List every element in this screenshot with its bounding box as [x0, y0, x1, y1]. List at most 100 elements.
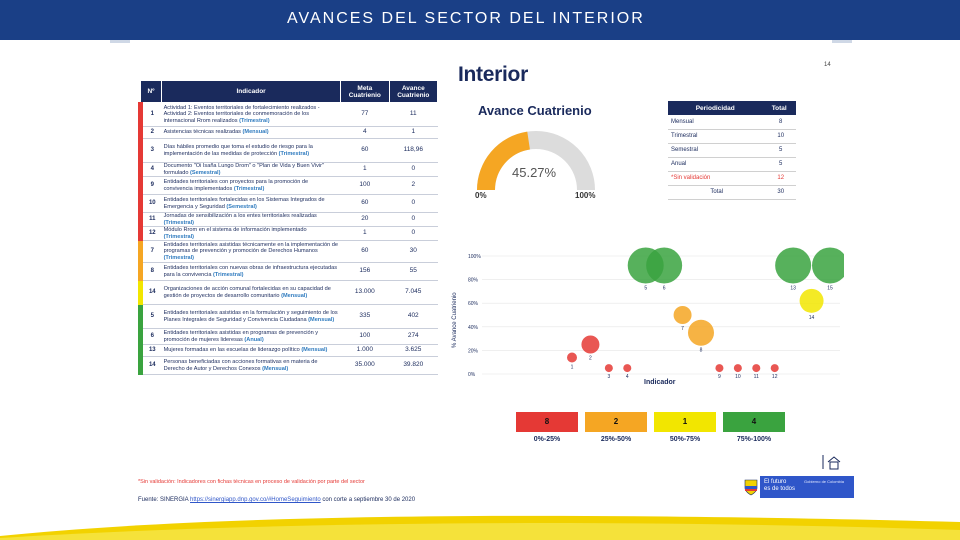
indicator-cell: Asistencias técnicas realizadas (Mensual…	[161, 126, 341, 139]
home-icon[interactable]	[822, 454, 842, 470]
bubble-point	[623, 364, 632, 373]
source-link[interactable]: https://sinergiapp.dnp.gov.co/#HomeSegui…	[190, 497, 321, 503]
bubble-point	[733, 364, 742, 373]
periodicity-row: Trimestral 10	[668, 129, 796, 144]
indicator-avance: 0	[389, 162, 438, 177]
indicator-number: 14	[137, 280, 162, 305]
indicator-periodicity: (Anual)	[244, 336, 264, 343]
col-header-avance: Avance Cuatrienio	[388, 80, 439, 103]
table-header-row: Nº Indicador Meta Cuatrienio Avance Cuat…	[139, 80, 439, 103]
logo-line1: El futuro	[764, 479, 787, 485]
indicator-text: Jornadas de sensibilización a los entes …	[163, 213, 317, 219]
indicator-avance: 118,96	[389, 138, 438, 163]
table-row: 11 Jornadas de sensibilización a los ente…	[137, 212, 438, 227]
indicator-number: 13	[137, 344, 162, 357]
periodicity-label: Semestral	[668, 143, 763, 158]
indicator-avance: 11	[389, 102, 438, 127]
indicator-meta: 35.000	[340, 356, 390, 375]
indicator-text: Asistencias técnicas realizadas	[163, 129, 241, 136]
periodicity-total-row: Total 30	[668, 185, 796, 200]
y-axis-label: % Avance Cuatrienio	[452, 292, 458, 348]
periodicity-count: 12	[762, 171, 796, 186]
indicator-number: 9	[137, 176, 162, 195]
point-label: 9	[718, 374, 721, 380]
periodicity-label: *Sin validación	[668, 171, 763, 186]
gauge-value: 45.27%	[512, 165, 557, 180]
indicator-meta: 13.000	[340, 280, 390, 305]
title-accent-left	[110, 40, 130, 43]
source-prefix: Fuente: SINERGIA	[138, 497, 189, 503]
periodicity-count: 8	[762, 115, 796, 130]
bubble-point	[581, 335, 600, 354]
periodicity-count: 10	[762, 129, 796, 144]
government-logos: El futuro es de todos Gobierno de Colomb…	[742, 476, 854, 500]
point-label: 2	[589, 356, 592, 362]
point-label: 13	[790, 285, 796, 291]
legend-range: 50%-75%	[669, 436, 701, 443]
indicator-meta: 335	[340, 304, 390, 329]
indicator-avance: 55	[389, 262, 438, 281]
indicator-cell: Entidades territoriales con nuevas obras…	[161, 262, 341, 281]
bottom-wave-decoration	[0, 515, 960, 540]
y-tick-label: 100%	[468, 254, 481, 260]
indicator-number: 11	[137, 212, 162, 227]
indicator-cell: Entidades territoriales asistidas en pro…	[161, 328, 341, 345]
legend-count: 8	[516, 412, 578, 432]
indicator-text: Organizaciones de acción comunal fortale…	[163, 286, 331, 299]
indicator-periodicity: (Semestral)	[226, 203, 257, 210]
indicator-text: Personas beneficiadas con acciones forma…	[163, 359, 318, 372]
bubble-point	[775, 247, 812, 284]
indicator-text: Entidades territoriales asistidas técnic…	[163, 241, 338, 255]
y-tick-label: 40%	[468, 325, 479, 331]
y-tick-label: 20%	[468, 348, 479, 354]
bubble-point	[646, 247, 683, 284]
indicator-cell: Mujeres formadas en las escuelas de lide…	[161, 344, 341, 357]
indicator-text: Actividad 1: Eventos territoriales de fo…	[163, 104, 320, 124]
indicator-meta: 1	[340, 162, 390, 177]
indicator-cell: Entidades territoriales asistidas en la …	[161, 304, 341, 329]
periodicity-body: Mensual 8 Trimestral 10 Semestral 5 Anual 5 *Sin…	[668, 115, 796, 200]
y-tick-label: 0%	[468, 372, 476, 378]
logo-line2: es de todos	[764, 486, 796, 492]
point-label: 5	[644, 285, 647, 291]
table-row: 14 Organizaciones de acción comunal forta…	[137, 280, 438, 305]
table-row: 10 Entidades territoriales fortalecidas e…	[137, 194, 438, 213]
indicator-text: Entidades territoriales asistidas en pro…	[163, 330, 319, 343]
gauge-min-label: 0%	[475, 191, 487, 200]
table-row: 7 Entidades territoriales asistidas técni…	[137, 240, 438, 263]
indicator-periodicity: (Trimestral)	[163, 219, 195, 226]
point-label: 11	[754, 374, 759, 380]
indicator-text: Entidades territoriales asistidas en la …	[163, 310, 338, 323]
indicator-periodicity: (Trimestral)	[163, 254, 195, 261]
indicator-number: 8	[137, 262, 162, 281]
progress-gauge	[477, 131, 595, 191]
indicator-meta: 4	[340, 126, 390, 139]
indicator-periodicity: (Mensual)	[281, 292, 308, 299]
indicator-meta: 1.000	[340, 344, 390, 357]
indicator-avance: 7.045	[389, 280, 438, 305]
periodicity-count: 5	[762, 157, 796, 172]
indicator-number: 2	[137, 126, 162, 139]
logo-sub: Gobierno de Colombia	[804, 479, 845, 484]
table-row: 14 Personas beneficiadas con acciones for…	[137, 356, 438, 375]
periodicity-header-row: Periodicidad Total	[668, 101, 796, 115]
indicator-meta: 60	[340, 138, 390, 163]
indicator-number: 6	[137, 328, 162, 345]
total-header: Total	[762, 101, 796, 115]
indicator-meta: 1	[340, 226, 390, 241]
table-row: 9 Entidades territoriales con proyectos p…	[137, 176, 438, 195]
bubble-point	[715, 364, 724, 373]
periodicity-row: Anual 5	[668, 157, 796, 172]
total-label: Total	[668, 185, 763, 200]
indicator-avance: 1	[389, 126, 438, 139]
legend-range: 25%-50%	[600, 436, 632, 443]
bubble-point	[799, 288, 824, 313]
indicator-avance: 274	[389, 328, 438, 345]
point-label: 7	[681, 326, 684, 332]
indicator-text: Entidades territoriales con proyectos pa…	[163, 179, 309, 192]
periodicity-table: Periodicidad Total Mensual 8 Trimestral 10 S…	[668, 101, 796, 200]
indicator-meta: 100	[340, 328, 390, 345]
indicator-periodicity: (Mensual)	[301, 347, 328, 354]
indicator-text: Días hábiles promedio que toma el estudi…	[163, 144, 313, 157]
